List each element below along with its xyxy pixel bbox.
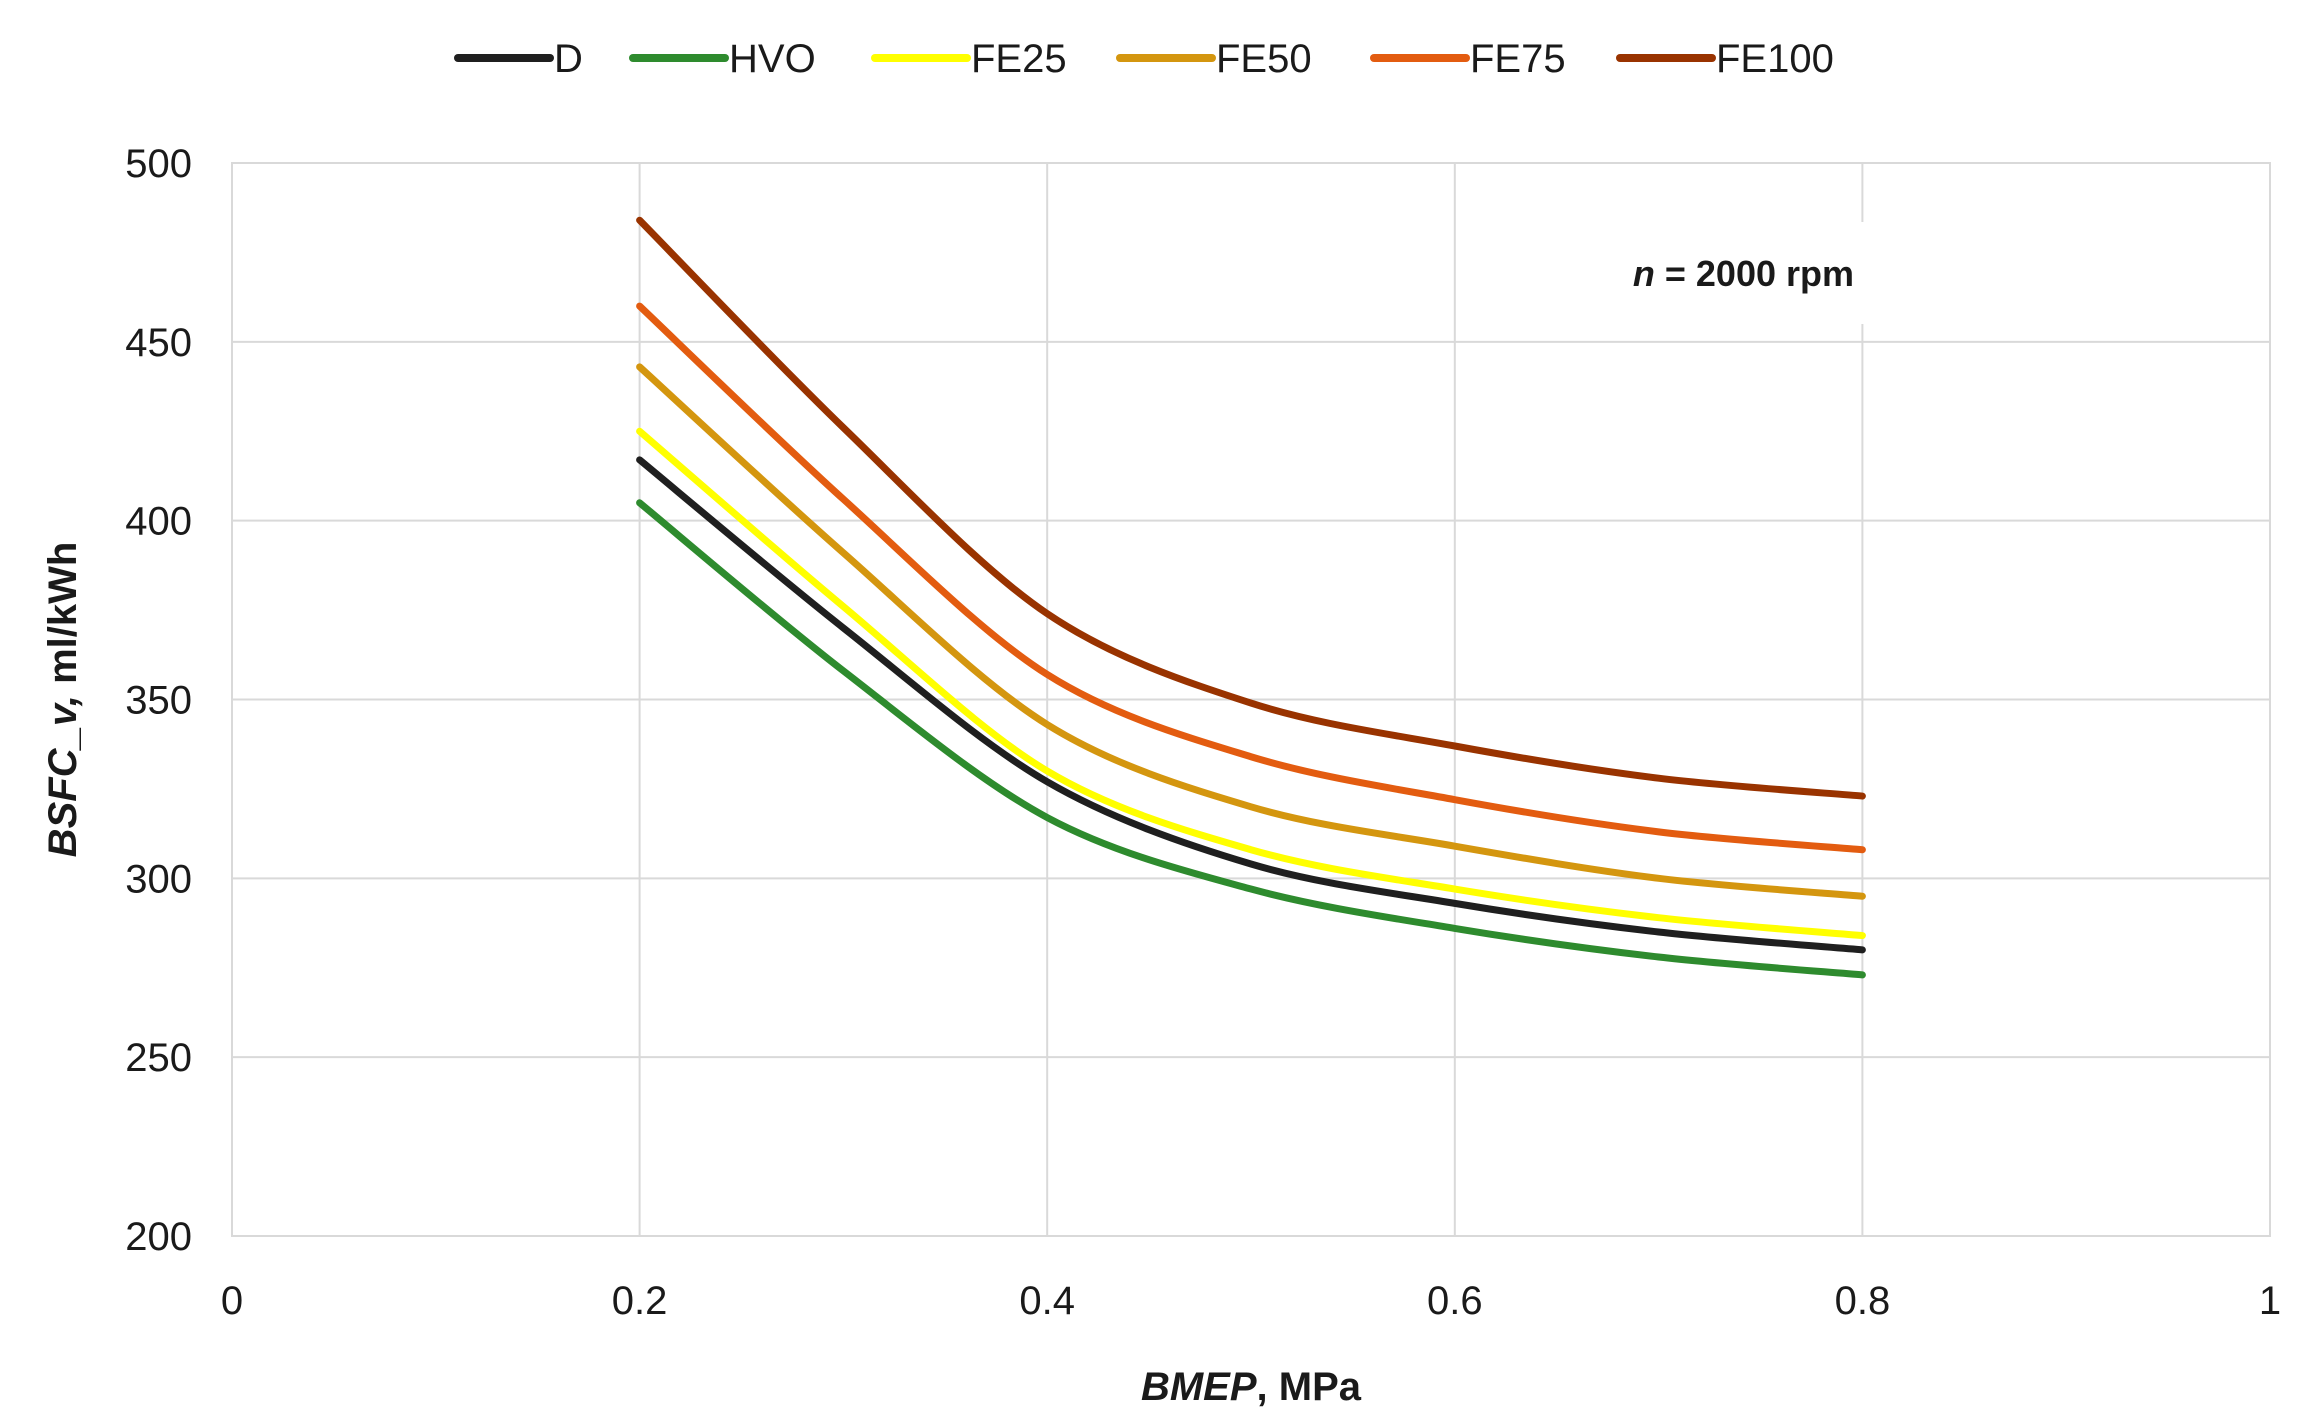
x-tick-label: 1 [2259,1279,2281,1323]
y-axis-ticks: 200 250 300 350 400 450 500 [125,142,192,1259]
series-line-hvo [636,499,1866,979]
x-axis-ticks: 0 0.2 0.4 0.6 0.8 1 [221,1279,2281,1323]
y-tick-label: 500 [125,142,192,186]
x-tick-label: 0.4 [1019,1279,1075,1323]
legend-item-fe100: FE100 [1616,37,1834,81]
legend-label: FE25 [971,37,1067,81]
legend-item-fe75: FE75 [1370,37,1566,81]
series-line-fe75 [636,302,1866,854]
legend-label: FE50 [1216,37,1312,81]
y-tick-label: 300 [125,857,192,901]
y-axis-title: BSFC_v, ml/kWh [41,542,85,858]
plot-area-frame [231,162,2271,1237]
legend-item-fe50: FE50 [1116,37,1312,81]
legend-item-fe25: FE25 [871,37,1067,81]
y-tick-label: 250 [125,1036,192,1080]
y-tick-label: 450 [125,321,192,365]
x-tick-label: 0.6 [1427,1279,1483,1323]
legend-label: FE75 [1470,37,1566,81]
legend-label: FE100 [1716,37,1834,81]
y-axis-title-var: BSFC_v, [41,695,85,857]
annotation-text: n = 2000 rpm [1633,253,1854,294]
legend: D HVO FE25 FE50 FE75 FE100 [454,37,1834,81]
annotation-background [1570,222,1868,324]
annotation-variable: n [1633,253,1655,294]
series-lines [636,216,1866,979]
y-tick-label: 400 [125,500,192,544]
x-axis-title-var: BMEP [1141,1365,1257,1409]
legend-item-d: D [454,37,583,81]
series-line-fe50 [636,363,1866,900]
y-axis-title-unit: ml/kWh [41,542,85,695]
series-line-d [636,456,1866,954]
annotation-value: = 2000 rpm [1655,253,1854,294]
x-tick-label: 0 [221,1279,243,1323]
x-tick-label: 0.8 [1835,1279,1891,1323]
y-tick-label: 200 [125,1215,192,1259]
x-axis-title: BMEP, MPa [1141,1365,1362,1409]
series-line-fe100 [636,216,1866,800]
x-axis-title-unit: , MPa [1257,1365,1362,1409]
y-tick-label: 350 [125,679,192,723]
series-line-fe25 [636,427,1866,940]
legend-label: HVO [729,37,816,81]
legend-item-hvo: HVO [629,37,816,81]
legend-label: D [554,37,583,81]
x-tick-label: 0.2 [612,1279,668,1323]
speed-annotation: n = 2000 rpm [1570,222,1868,324]
